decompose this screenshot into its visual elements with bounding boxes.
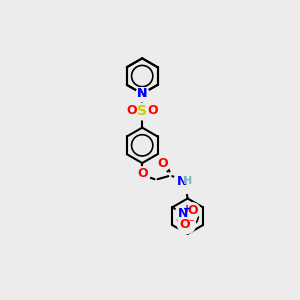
Text: O: O [187, 204, 198, 217]
Text: O: O [137, 167, 148, 180]
Text: O: O [157, 157, 167, 169]
Text: N: N [177, 175, 188, 188]
Text: O: O [148, 104, 158, 117]
Text: O: O [179, 218, 190, 231]
Text: O: O [126, 104, 137, 117]
Text: N: N [178, 207, 188, 220]
Text: H: H [183, 176, 192, 186]
Text: S: S [137, 104, 147, 118]
Text: +: + [183, 204, 191, 214]
Text: ⁻: ⁻ [188, 218, 194, 229]
Text: N: N [137, 87, 147, 100]
Text: N: N [137, 87, 147, 100]
